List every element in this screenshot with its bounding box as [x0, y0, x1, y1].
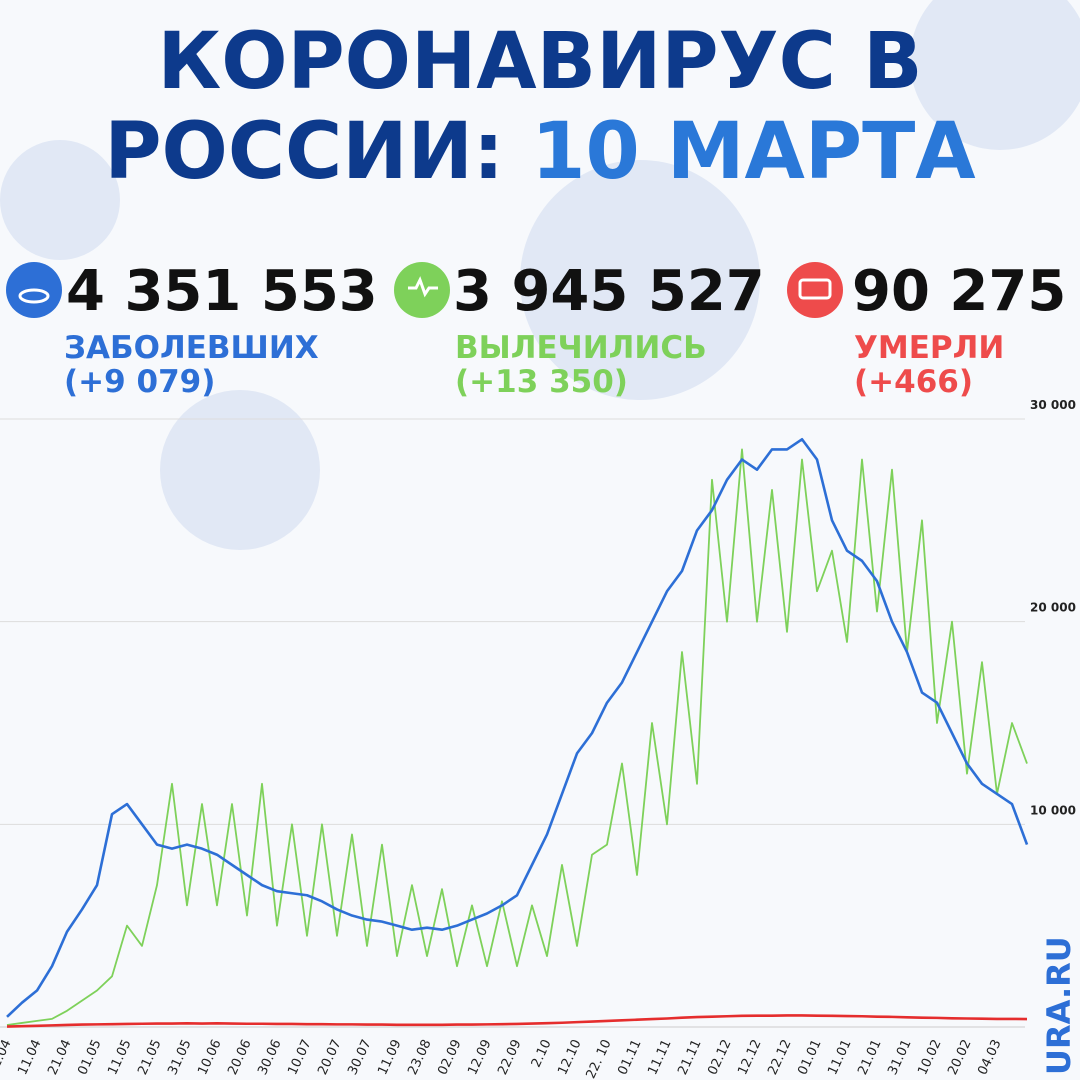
title-part: РОССИИ:: [104, 107, 504, 197]
title-date: 10 МАРТА: [531, 107, 975, 197]
title-line: РОССИИ: 10 МАРТА: [104, 107, 975, 197]
x-tick-label: 22. 10: [584, 1037, 615, 1080]
icon-deaths: [787, 262, 843, 318]
x-tick-label: 12.12: [735, 1037, 764, 1077]
x-tick-label: 31.01: [885, 1037, 914, 1077]
x-tick-label: 11.11: [645, 1037, 674, 1077]
x-tick-label: 21.04: [45, 1037, 74, 1077]
x-tick-label: 22.12: [765, 1037, 794, 1077]
x-tick-label: 23.08: [405, 1037, 434, 1077]
stat-delta: (+9 079): [64, 364, 215, 400]
stat-number: 4 351 553: [66, 259, 378, 324]
x-tick-label: 22.09: [495, 1037, 524, 1077]
series-line: [6, 437, 1029, 1018]
x-tick-label: 12.10: [555, 1037, 584, 1077]
stat-number: 3 945 527: [453, 259, 765, 324]
stat-label: ВЫЛЕЧИЛИСЬ: [455, 330, 707, 366]
stat-delta: (+13 350): [455, 364, 628, 400]
virus-background: [0, 0, 1080, 550]
x-tick-label: 01.11: [615, 1037, 644, 1077]
icon-glyph: [408, 276, 438, 298]
y-tick-label: 30 000: [1030, 398, 1076, 412]
stat-delta: (+466): [854, 364, 973, 400]
x-tick-label: 02.12: [705, 1037, 734, 1077]
x-tick-label: 2.10: [529, 1037, 555, 1070]
x-tick-label: 20.06: [225, 1037, 254, 1077]
watermark: URA.RU: [1040, 936, 1078, 1075]
x-tick-label: 21.11: [675, 1037, 704, 1077]
x-tick-label: 1.04: [0, 1037, 15, 1070]
title-line: КОРОНАВИРУС В: [157, 17, 922, 107]
series-line: [6, 1014, 1028, 1028]
x-tick-label: 21.05: [135, 1037, 164, 1077]
y-tick-label: 20 000: [1030, 601, 1076, 615]
x-tick-label: 11.05: [105, 1037, 134, 1077]
x-tick-label: 10.02: [915, 1037, 944, 1077]
x-tick-label: 04.03: [975, 1037, 1004, 1077]
x-tick-label: 30.07: [345, 1037, 374, 1077]
icon-glyph: [798, 278, 832, 300]
x-tick-label: 31.05: [165, 1037, 194, 1077]
x-tick-label: 01.01: [795, 1037, 824, 1077]
icon-glyph: [18, 288, 50, 304]
x-tick-label: 10.06: [195, 1037, 224, 1077]
x-tick-label: 20.07: [315, 1037, 344, 1077]
stat-label: ЗАБОЛЕВШИХ: [64, 330, 319, 366]
y-tick-label: 10 000: [1030, 803, 1076, 817]
x-tick-label: 30.06: [255, 1037, 284, 1077]
x-tick-label: 11.09: [375, 1037, 404, 1077]
x-tick-label: 10.07: [285, 1037, 314, 1077]
x-tick-label: 11.04: [15, 1037, 44, 1077]
stat-number: 90 275: [852, 259, 1066, 324]
x-tick-label: 12.09: [465, 1037, 494, 1077]
x-tick-label: 02.09: [435, 1037, 464, 1077]
stat-label: УМЕРЛИ: [854, 330, 1004, 366]
x-tick-label: 21.01: [855, 1037, 884, 1077]
x-tick-label: 01.05: [75, 1037, 104, 1077]
series-line: [6, 448, 1028, 1026]
x-tick-label: 20.02: [945, 1037, 974, 1077]
x-tick-label: 11.01: [825, 1037, 854, 1077]
